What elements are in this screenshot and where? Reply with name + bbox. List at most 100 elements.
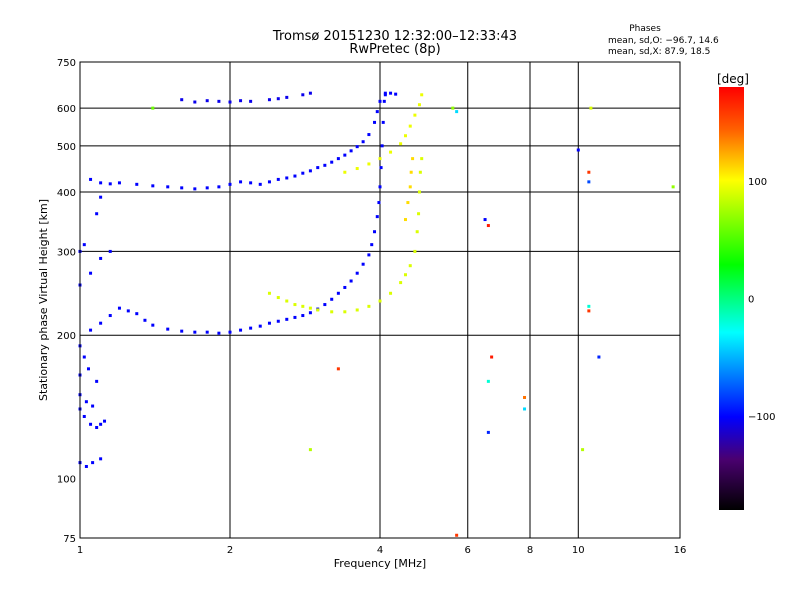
data-point [343, 285, 347, 289]
data-point [293, 174, 297, 178]
data-point [316, 308, 320, 312]
data-point [267, 98, 271, 102]
data-point [377, 201, 381, 205]
data-point [117, 306, 121, 310]
data-point [135, 182, 139, 186]
data-point [276, 177, 280, 181]
data-point [389, 91, 393, 95]
data-point [417, 190, 421, 194]
data-point [301, 171, 305, 175]
data-point [108, 182, 112, 186]
data-point [285, 95, 289, 99]
colorbar [719, 87, 744, 510]
data-point [413, 113, 417, 117]
data-point [483, 218, 487, 222]
y-tick-label: 200 [57, 331, 76, 342]
data-point [409, 170, 413, 174]
chart-subtitle: RwPretec (8p) [349, 42, 440, 57]
data-point [367, 133, 371, 137]
data-point [367, 162, 371, 166]
data-point [205, 99, 209, 103]
data-point [308, 169, 312, 173]
grid-lines [80, 62, 680, 538]
data-point [349, 279, 353, 283]
data-point [228, 182, 232, 186]
colorbar-tick-label: 100 [748, 177, 767, 188]
data-point [486, 224, 490, 228]
plot-frame [79, 61, 681, 539]
data-point [82, 414, 86, 418]
data-point [301, 304, 305, 308]
data-point [249, 326, 253, 330]
data-point [293, 303, 297, 307]
data-point [205, 330, 209, 334]
data-point [166, 327, 170, 331]
data-point [403, 134, 407, 138]
data-point [589, 106, 593, 110]
data-point [336, 367, 340, 371]
data-point [455, 110, 459, 114]
data-point [308, 306, 312, 310]
axes-ticks: 1 2 4 6 8 10 16 75 100 200 300 400 500 600 750 [57, 58, 686, 556]
data-point [523, 395, 527, 399]
data-point [267, 321, 271, 325]
data-point [143, 318, 147, 322]
data-point [91, 404, 95, 408]
data-point [108, 249, 112, 253]
data-point [399, 281, 403, 285]
data-point [258, 182, 262, 186]
data-point [193, 100, 197, 104]
y-tick-label: 100 [57, 475, 76, 486]
data-point [166, 185, 170, 189]
data-point [86, 367, 90, 371]
data-point [576, 148, 580, 152]
data-point [217, 185, 221, 189]
y-tick-label: 600 [57, 104, 76, 115]
colorbar-tick-label: −100 [748, 412, 775, 423]
data-point [84, 400, 88, 404]
data-point [378, 157, 382, 161]
data-point [217, 331, 221, 335]
data-point [99, 321, 103, 325]
data-point [383, 91, 387, 95]
data-point [597, 355, 601, 359]
data-point [239, 99, 243, 103]
data-point [336, 291, 340, 295]
data-point [99, 457, 103, 461]
data-point [383, 93, 387, 97]
data-point [95, 425, 99, 429]
data-point [95, 212, 99, 216]
stats-o-line: mean, sd,O: −96.7, 14.6 [608, 36, 719, 46]
data-point [89, 271, 93, 275]
stats-x-line: mean, sd,X: 87.9, 18.5 [608, 47, 710, 57]
data-point [343, 310, 347, 314]
data-point [375, 110, 379, 114]
data-point [403, 218, 407, 222]
data-point [82, 243, 86, 247]
data-point [486, 430, 490, 434]
data-point [587, 309, 591, 313]
data-point [330, 160, 334, 164]
data-point [323, 163, 327, 167]
data-point [99, 422, 103, 426]
data-point [415, 230, 419, 234]
colorbar-tick-label: 0 [748, 295, 754, 306]
data-point [180, 186, 184, 190]
data-point [267, 180, 271, 184]
data-point [151, 323, 155, 327]
data-point [285, 299, 289, 303]
data-point [486, 379, 490, 383]
data-point [355, 145, 359, 149]
data-point [411, 157, 415, 161]
colorbar-label: [deg] [717, 72, 749, 86]
data-point [330, 297, 334, 301]
data-point [108, 314, 112, 318]
data-point [99, 195, 103, 199]
data-point [381, 120, 385, 124]
data-point [355, 167, 359, 171]
data-point [258, 324, 262, 328]
x-tick-label: 8 [527, 545, 533, 556]
data-point [581, 448, 585, 452]
data-point [451, 106, 455, 110]
